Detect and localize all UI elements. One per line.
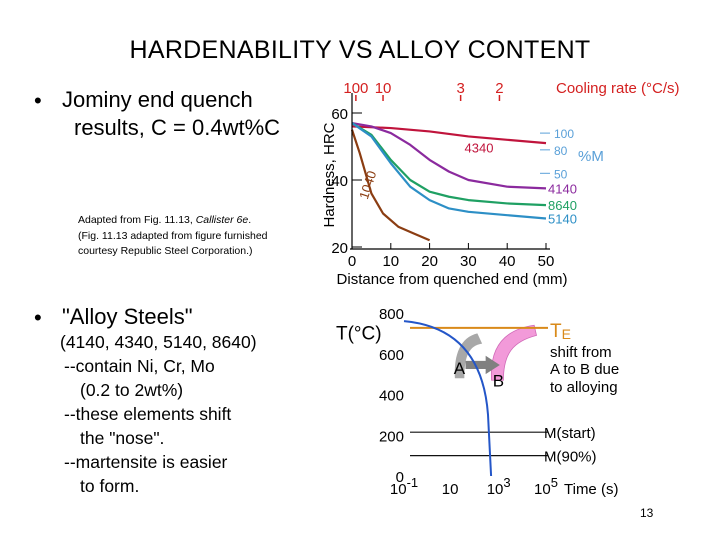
bullet1-line1: Jominy end quench <box>62 87 253 112</box>
caption-prefix: Adapted from Fig. 11.13, <box>78 214 196 226</box>
x-tick-label: 40 <box>499 253 516 270</box>
region-label-B: B <box>493 371 504 390</box>
y-axis-label: Hardness, HRC <box>321 122 338 227</box>
eutectoid-temperature-subscript: E <box>562 326 571 342</box>
shift-annotation-line2: A to B due <box>550 361 619 378</box>
x-axis-label: Time (s) <box>564 481 618 498</box>
bullet-marker: • <box>34 88 42 113</box>
shift-annotation-line3: to alloying <box>550 379 618 396</box>
x-tick-label: 105 <box>534 475 558 498</box>
cooling-curve <box>403 320 493 477</box>
eutectoid-temperature-label: TE <box>550 321 571 342</box>
cooling-rate-tick-label: 2 <box>495 80 503 97</box>
y-tick-label: 800 <box>379 306 404 323</box>
x-tick-exponent: -1 <box>407 475 419 490</box>
x-tick-label: 0 <box>348 253 356 270</box>
bullet2-line1: "Alloy Steels" <box>62 304 193 329</box>
x-tick-label: 30 <box>460 253 477 270</box>
region-label-A: A <box>454 359 466 378</box>
y-tick-label: 40 <box>331 173 348 190</box>
slide-title: HARDENABILITY VS ALLOY CONTENT <box>129 36 591 64</box>
cooling-rate-axis-label: Cooling rate (°C/s) <box>556 80 680 97</box>
x-tick-label: 20 <box>421 253 438 270</box>
series-line-1040 <box>350 129 431 242</box>
x-tick-exponent: 5 <box>551 475 558 490</box>
series-line-4340 <box>351 125 547 145</box>
bullet-marker: • <box>34 305 42 330</box>
x-tick-label: 10 <box>382 253 399 270</box>
figure-caption-line2: (Fig. 11.13 adapted from figure furnishe… <box>78 230 268 242</box>
page-number: 13 <box>640 506 654 520</box>
series-label-8640: 8640 <box>548 198 577 213</box>
bullet1-line2: results, C = 0.4wt%C <box>74 115 281 140</box>
bullet2-line7: --martensite is easier <box>64 452 228 472</box>
x-tick-label: 103 <box>487 475 511 498</box>
martensite-tick-label: 50 <box>554 167 568 181</box>
figure-caption-line3: courtesy Republic Steel Corporation.) <box>78 245 253 257</box>
caption-book-title: Callister 6e <box>195 214 249 226</box>
martensite-tick-label: 80 <box>554 144 568 158</box>
bullet2-line3: --contain Ni, Cr, Mo <box>64 356 215 376</box>
y-tick-label: 60 <box>331 106 348 123</box>
y-axis-label: T(°C) <box>336 323 382 344</box>
x-tick-exponent: 3 <box>503 475 510 490</box>
x-axis-label: Distance from quenched end (mm) <box>337 271 568 288</box>
series-label-5140: 5140 <box>548 212 577 227</box>
x-tick-label: 10-1 <box>390 475 418 498</box>
bullet2-line2: (4140, 4340, 5140, 8640) <box>60 332 257 352</box>
bullet2-line5: --these elements shift <box>64 404 232 424</box>
series-label-4340: 4340 <box>465 141 494 156</box>
series-label-4140: 4140 <box>548 181 577 196</box>
shift-annotation-line1: shift from <box>550 344 612 361</box>
y-tick-label: 600 <box>379 347 404 364</box>
y-tick-label: 20 <box>331 240 348 257</box>
martensite-axis-label: %M <box>578 148 604 165</box>
martensite-90-label: M(90%) <box>544 449 597 466</box>
shift-arrow <box>465 355 500 375</box>
series-label-1040: 1040 <box>356 169 379 201</box>
bullet2-line8: to form. <box>80 476 140 496</box>
series-line-8640 <box>351 122 547 207</box>
x-tick-label: 50 <box>538 253 555 270</box>
series-line-5140 <box>351 122 547 220</box>
ttt-chart: 0200400600800T(°C)ABTEM(start)M(90%)10-1… <box>336 306 619 498</box>
region-B <box>491 324 538 381</box>
x-tick-label: 10 <box>442 481 459 498</box>
series-line-4140 <box>351 121 547 190</box>
figure-caption-line1: Adapted from Fig. 11.13, Callister 6e. <box>78 214 251 227</box>
y-tick-label: 0 <box>396 469 404 486</box>
caption-suffix: . <box>248 214 252 226</box>
cooling-rate-tick-label: 100 <box>343 80 368 97</box>
bullet2-line6: the "nose". <box>80 428 165 448</box>
martensite-start-label: M(start) <box>544 425 596 442</box>
y-tick-label: 400 <box>379 388 404 405</box>
cooling-rate-tick-label: 3 <box>456 80 464 97</box>
cooling-rate-tick-label: 10 <box>375 80 392 97</box>
martensite-tick-label: 100 <box>554 127 574 141</box>
y-tick-label: 200 <box>379 428 404 445</box>
bullet2-line4: (0.2 to 2wt%) <box>80 380 184 400</box>
